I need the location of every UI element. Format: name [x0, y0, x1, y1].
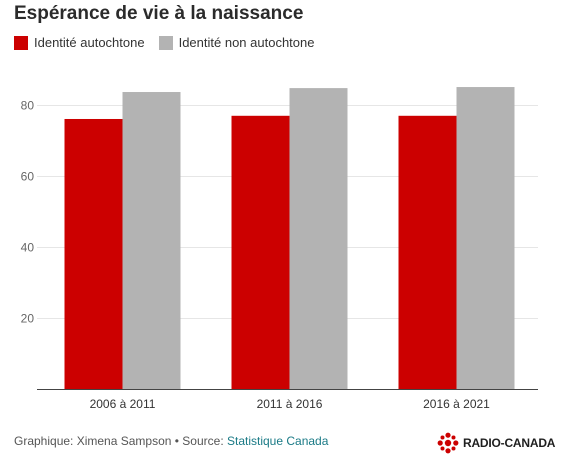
source-link[interactable]: Statistique Canada: [226, 434, 329, 448]
bar: [231, 115, 290, 390]
chart-footer: Graphique: Ximena Sampson • Source: Stat…: [14, 434, 328, 448]
legend-label-non-autochtone: Identité non autochtone: [178, 35, 315, 50]
radio-canada-logo: RADIO-CANADA: [437, 432, 555, 454]
legend-swatch-non-autochtone: [158, 35, 173, 50]
legend-label-autochtone: Identité autochtone: [34, 35, 145, 50]
legend-item-non-autochtone: Identité non autochtone: [158, 35, 315, 50]
radio-canada-logo-icon: [437, 432, 459, 454]
logo-text: RADIO-CANADA: [463, 436, 556, 450]
legend-swatch-autochtone: [14, 35, 28, 50]
x-tick-label: 2011 à 2016: [257, 397, 323, 411]
chart-legend: Identité autochtone Identité non autocht…: [14, 35, 328, 50]
x-tick-label: 2006 à 2011: [90, 397, 156, 411]
bar: [456, 87, 515, 390]
bar: [64, 118, 123, 390]
y-tick-label: 40: [21, 241, 35, 255]
bar-chart: 20 40 60 80 2006 à 2011 2011 à 2016 2016 à 202…: [21, 87, 538, 411]
footer-credit: Graphique: Ximena Sampson • Source:: [14, 434, 227, 448]
chart-title: Espérance de vie à la naissance: [14, 3, 304, 24]
y-tick-label: 60: [21, 170, 35, 184]
y-tick-label: 20: [21, 312, 35, 326]
legend-item-autochtone: Identité autochtone: [14, 35, 145, 50]
bar: [122, 92, 181, 390]
bar: [398, 115, 457, 390]
y-tick-label: 80: [21, 99, 35, 113]
x-tick-label: 2016 à 2021: [423, 397, 490, 411]
bar: [289, 88, 348, 390]
